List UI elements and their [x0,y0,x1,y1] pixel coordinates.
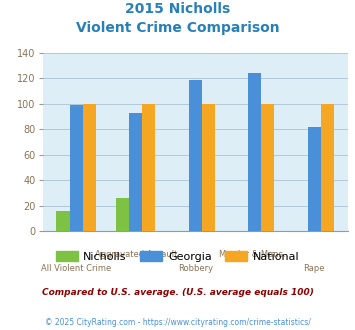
Bar [142,104,155,231]
Text: Rape: Rape [304,264,325,273]
Bar [70,105,83,231]
Text: 2015 Nicholls: 2015 Nicholls [125,2,230,16]
Text: Robbery: Robbery [178,264,213,273]
Bar [202,104,215,231]
Bar [129,113,142,231]
Bar [261,104,274,231]
Bar [83,104,96,231]
Legend: Nicholls, Georgia, National: Nicholls, Georgia, National [51,247,304,267]
Bar [248,73,261,231]
Bar [189,80,202,231]
Bar [116,198,129,231]
Text: All Violent Crime: All Violent Crime [41,264,111,273]
Text: Violent Crime Comparison: Violent Crime Comparison [76,21,279,35]
Text: Murder & Mans...: Murder & Mans... [219,250,291,259]
Bar [308,127,321,231]
Bar [56,211,70,231]
Bar [321,104,334,231]
Text: Aggravated Assault: Aggravated Assault [94,250,177,259]
Text: Compared to U.S. average. (U.S. average equals 100): Compared to U.S. average. (U.S. average … [42,288,313,297]
Text: © 2025 CityRating.com - https://www.cityrating.com/crime-statistics/: © 2025 CityRating.com - https://www.city… [45,318,310,327]
